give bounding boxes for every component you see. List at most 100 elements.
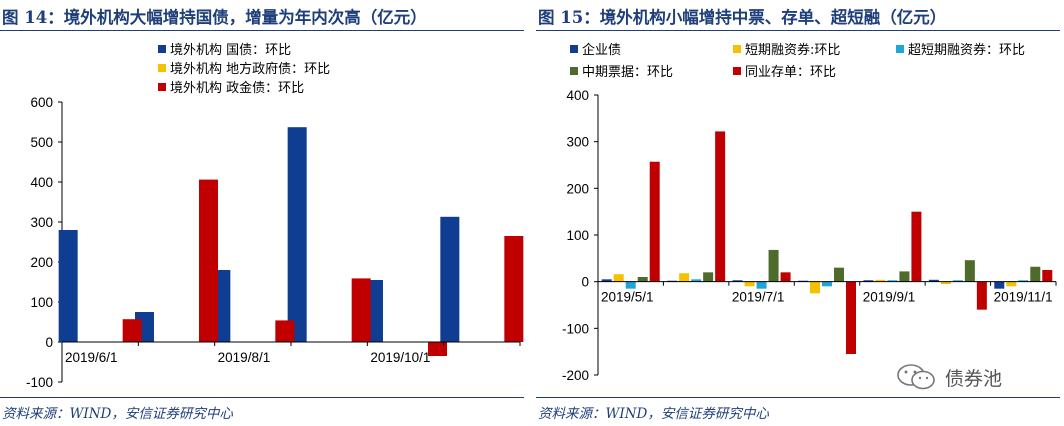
legend-item: 同业存单：环比	[733, 65, 836, 80]
legend-swatch	[158, 83, 166, 91]
y-tick-label: 600	[30, 95, 53, 110]
legend-label: 境外机构 地方政府债：环比	[170, 61, 330, 77]
bar	[928, 279, 939, 282]
chart-title-right: 图 15：境外机构小幅增持中票、存单、超短融（亿元）	[538, 8, 947, 27]
bar	[649, 161, 660, 282]
chart-panel-left: 图 14：境外机构大幅增持国债，增量为年内次高（亿元） 境外机构 国债：环比 境外…	[0, 0, 528, 426]
bar	[822, 281, 832, 287]
legend-swatch	[570, 45, 578, 53]
bar	[275, 320, 295, 342]
y-tick-label: -200	[562, 368, 589, 383]
bar	[810, 281, 820, 294]
bar	[1042, 270, 1053, 282]
x-tick-label: 2019/9/1	[863, 290, 916, 305]
bar	[625, 281, 636, 289]
bar	[1006, 281, 1017, 287]
legend-swatch	[733, 45, 741, 53]
legend-label: 超短期融资券：环比	[908, 42, 1025, 58]
bar	[58, 230, 78, 342]
x-tick-label: 2019/11/1	[994, 290, 1053, 305]
x-tick-label: 2019/6/1	[65, 350, 118, 365]
bar	[780, 272, 791, 282]
bar	[846, 281, 856, 354]
legend-item: 境外机构 地方政府债：环比	[158, 61, 330, 77]
legend-item: 境外机构 国债：环比	[158, 43, 291, 58]
bar	[744, 281, 755, 287]
bar	[899, 271, 910, 282]
legend-label: 境外机构 国债：环比	[170, 43, 291, 58]
y-tick-label: 400	[566, 88, 589, 103]
bar	[834, 267, 844, 282]
bar	[703, 272, 714, 282]
bar	[679, 273, 690, 282]
bar	[715, 131, 726, 282]
legend-label: 短期融资券:环比	[745, 42, 840, 58]
legend-item: 短期融资券:环比	[733, 42, 840, 58]
legend-swatch	[570, 67, 578, 75]
bar	[863, 280, 874, 282]
legend-item: 中期票据：环比	[570, 65, 673, 80]
y-tick-label: 200	[30, 255, 53, 270]
y-tick-label: -100	[26, 375, 53, 390]
y-tick-label: 300	[30, 215, 53, 230]
watermark-text: 债券池	[945, 367, 1003, 390]
watermark: 债券池	[895, 362, 1002, 392]
bar	[351, 278, 371, 342]
source-rule-left	[0, 397, 524, 398]
x-tick-label: 2019/10/1	[370, 350, 430, 365]
x-tick-label: 2019/8/1	[218, 350, 271, 365]
bar	[976, 281, 987, 310]
bar	[440, 216, 460, 342]
legend-item: 企业债	[570, 42, 621, 58]
legend-swatch	[733, 67, 741, 75]
legend-label: 企业债	[582, 42, 621, 58]
bar	[637, 277, 648, 282]
y-tick-label: 200	[566, 181, 589, 196]
y-tick-label: -100	[562, 321, 589, 336]
bar	[911, 211, 922, 282]
bar	[875, 279, 886, 282]
chart-panel-right: 图 15：境外机构小幅增持中票、存单、超短融（亿元） 企业债 短期融资券:环比 超短…	[536, 0, 1064, 426]
source-note-right: 资料来源：WIND，安信证券研究中心	[538, 406, 769, 422]
x-tick-label: 2019/7/1	[732, 290, 785, 305]
legend-swatch	[158, 64, 166, 72]
y-tick-label: 300	[566, 135, 589, 150]
legend-label: 同业存单：环比	[745, 65, 836, 80]
bar	[122, 319, 142, 342]
legend-swatch	[158, 45, 166, 53]
bar	[768, 249, 779, 282]
legend-item: 超短期融资券：环比	[896, 42, 1025, 58]
source-note-left: 资料来源：WIND，安信证券研究中心	[2, 406, 233, 422]
bar	[199, 179, 218, 342]
bar	[613, 274, 624, 282]
legend-item: 境外机构 政金债：环比	[158, 80, 304, 96]
bar	[601, 279, 612, 282]
title-rule-right	[536, 30, 1060, 31]
y-tick-label: 400	[30, 175, 53, 190]
bar	[691, 279, 702, 282]
title-rule-left	[0, 30, 524, 31]
y-tick-label: 100	[30, 295, 53, 310]
bar	[964, 260, 975, 282]
y-tick-label: 0	[45, 335, 53, 350]
bar	[994, 281, 1005, 289]
bar	[428, 342, 447, 356]
bar	[732, 280, 743, 282]
legend-label: 中期票据：环比	[582, 65, 673, 80]
source-rule-right	[536, 397, 1060, 398]
chart-title-left: 图 14：境外机构大幅增持国债，增量为年内次高（亿元）	[2, 8, 427, 27]
bar	[887, 280, 898, 282]
y-tick-label: 0	[581, 275, 589, 290]
legend-swatch	[896, 45, 904, 53]
bar	[504, 236, 524, 342]
wechat-icon	[897, 364, 935, 390]
bar	[940, 281, 951, 284]
legend-label: 境外机构 政金债：环比	[170, 80, 304, 96]
bar	[1030, 266, 1041, 282]
x-tick-label: 2019/5/1	[601, 290, 654, 305]
y-tick-label: 100	[566, 228, 589, 243]
bar	[756, 281, 767, 289]
bar	[952, 280, 963, 282]
